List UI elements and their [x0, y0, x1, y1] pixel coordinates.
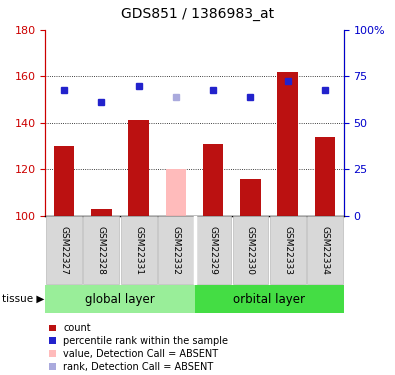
Text: GSM22328: GSM22328 [97, 226, 106, 275]
Bar [91, 209, 112, 216]
Bar [233, 216, 268, 284]
Bar [277, 72, 298, 216]
Text: global layer: global layer [85, 292, 155, 306]
Text: GSM22332: GSM22332 [171, 226, 181, 275]
Text: GSM22334: GSM22334 [320, 226, 329, 275]
Bar [45, 285, 194, 313]
Text: value, Detection Call = ABSENT: value, Detection Call = ABSENT [63, 349, 218, 359]
Bar [158, 216, 194, 284]
Text: GSM22333: GSM22333 [283, 226, 292, 275]
Text: orbital layer: orbital layer [233, 292, 305, 306]
Bar [270, 216, 306, 284]
Bar [83, 216, 119, 284]
Bar [46, 216, 82, 284]
Bar [203, 144, 224, 216]
Bar [315, 137, 335, 216]
Bar [54, 146, 74, 216]
Text: GSM22331: GSM22331 [134, 226, 143, 275]
Bar [194, 285, 344, 313]
Text: GDS851 / 1386983_at: GDS851 / 1386983_at [121, 7, 274, 21]
Text: percentile rank within the sample: percentile rank within the sample [63, 336, 228, 346]
Bar [166, 169, 186, 216]
Bar [307, 216, 343, 284]
Text: GSM22329: GSM22329 [209, 226, 218, 275]
Bar [240, 178, 261, 216]
Text: tissue ▶: tissue ▶ [2, 294, 44, 304]
Text: rank, Detection Call = ABSENT: rank, Detection Call = ABSENT [63, 362, 213, 372]
Bar [128, 120, 149, 216]
Text: count: count [63, 323, 91, 333]
Bar [195, 216, 231, 284]
Bar [121, 216, 156, 284]
Text: GSM22330: GSM22330 [246, 226, 255, 275]
Text: GSM22327: GSM22327 [60, 226, 69, 275]
